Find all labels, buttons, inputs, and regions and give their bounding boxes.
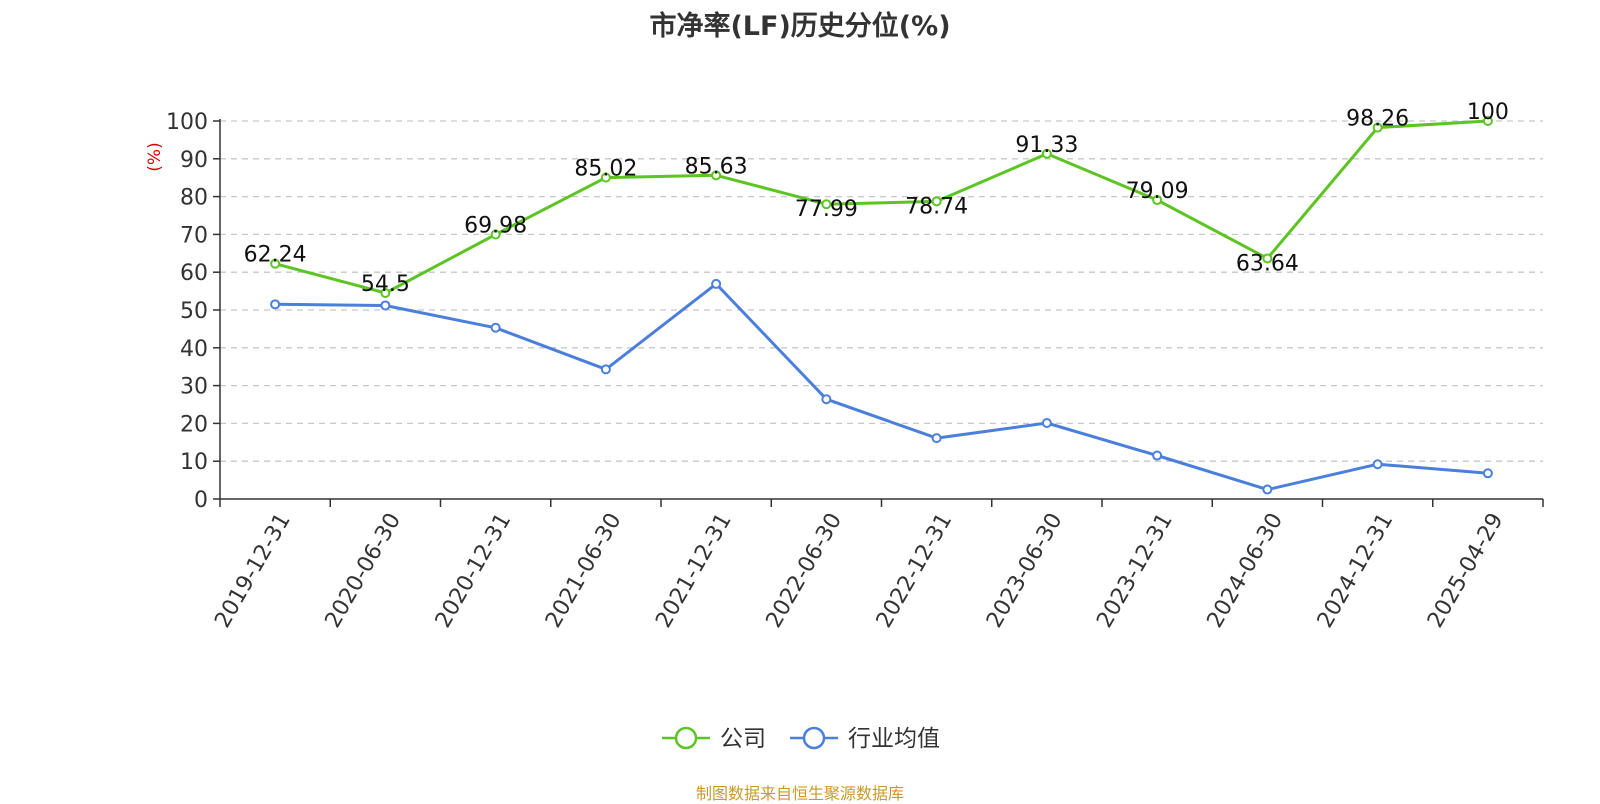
data-point-company[interactable] [931,196,942,207]
x-tick-label: 2024-06-30 [1203,509,1289,632]
legend-marker-icon [802,726,826,750]
data-point-industry[interactable] [1262,484,1273,495]
series-line-industry [275,282,1489,492]
x-tick-label: 2019-12-31 [210,509,296,632]
x-tick-label: 2022-06-30 [762,509,848,632]
legend-item-company[interactable]: 公司 [662,726,766,752]
y-tick-label: 90 [180,148,208,173]
x-tick-label: 2024-12-31 [1313,509,1399,632]
data-label: 85.02 [574,157,637,182]
data-point-industry[interactable] [600,364,611,375]
data-point-industry[interactable] [1041,418,1052,429]
data-label: 98.26 [1346,107,1409,132]
y-tick-label: 40 [180,337,208,362]
data-point-company[interactable] [380,287,391,298]
y-tick-label: 30 [180,375,208,400]
series-group [270,116,1493,495]
data-label: 91.33 [1015,133,1078,158]
data-labels: 62.24 54.5 69.98 85.02 85.63 77.99 78.74 91.33 7… [244,100,1509,297]
data-point-industry[interactable] [380,300,391,311]
chart-title: 市净率(LF)历史分位(%) [649,11,951,42]
legend[interactable]: 公司 行业均值 [662,726,940,752]
x-tick-label: 2021-06-30 [541,509,627,632]
data-label: 78.74 [905,194,968,219]
legend-marker-icon [674,726,698,750]
y-tick-label: 10 [180,450,208,475]
data-point-industry[interactable] [1482,468,1493,479]
x-axis-ticks: 2019-12-31 2020-06-30 2020-12-31 2021-06-30… [210,499,1544,632]
x-tick-label: 2021-12-31 [651,509,737,632]
data-label: 62.24 [244,243,307,268]
legend-item-industry[interactable]: 行业均值 [790,726,940,752]
data-label: 77.99 [795,197,858,222]
data-point-industry[interactable] [1372,459,1383,470]
data-label: 69.98 [464,213,527,238]
data-point-company[interactable] [1152,195,1163,206]
series-line-company [274,119,1488,295]
data-label: 100 [1467,100,1509,125]
x-tick-label: 2022-12-31 [872,509,958,632]
y-tick-label: 0 [194,488,208,513]
axes [219,119,1543,500]
data-label: 79.09 [1126,179,1189,204]
data-label: 85.63 [685,154,748,179]
data-label: 63.64 [1236,251,1299,276]
data-point-company[interactable] [490,229,501,240]
x-tick-label: 2023-06-30 [982,509,1068,632]
source-note: 制图数据来自恒生聚源数据库 [695,784,904,803]
y-tick-label: 50 [180,299,208,324]
legend-label: 行业均值 [848,726,940,752]
data-point-company[interactable] [821,199,832,210]
y-axis-label: (%) [145,142,165,171]
y-tick-label: 80 [180,186,208,211]
data-label: 54.5 [361,272,410,297]
data-point-industry[interactable] [931,433,942,444]
data-point-industry[interactable] [1152,450,1163,461]
x-tick-label: 2020-12-31 [431,509,517,632]
legend-label: 公司 [720,726,766,752]
data-point-company[interactable] [1041,148,1052,159]
data-point-company[interactable] [600,172,611,183]
y-tick-label: 100 [166,110,208,135]
x-tick-label: 2023-12-31 [1092,509,1178,632]
data-point-industry[interactable] [821,394,832,405]
y-tick-label: 20 [180,412,208,437]
data-point-industry[interactable] [490,322,501,333]
x-tick-label: 2020-06-30 [321,509,407,632]
data-point-company[interactable] [1372,122,1383,133]
x-tick-label: 2025-04-29 [1423,509,1509,632]
grid-lines [220,120,1543,462]
data-point-company[interactable] [270,258,281,269]
data-point-industry[interactable] [270,299,281,310]
data-point-company[interactable] [1262,253,1273,264]
data-point-company[interactable] [1482,116,1493,126]
data-point-company[interactable] [711,170,722,181]
data-point-industry[interactable] [711,278,722,289]
y-tick-label: 60 [180,261,208,286]
y-tick-label: 70 [180,223,208,248]
y-axis-ticks: 0 10 20 30 40 50 60 70 80 90 100 [166,110,220,513]
